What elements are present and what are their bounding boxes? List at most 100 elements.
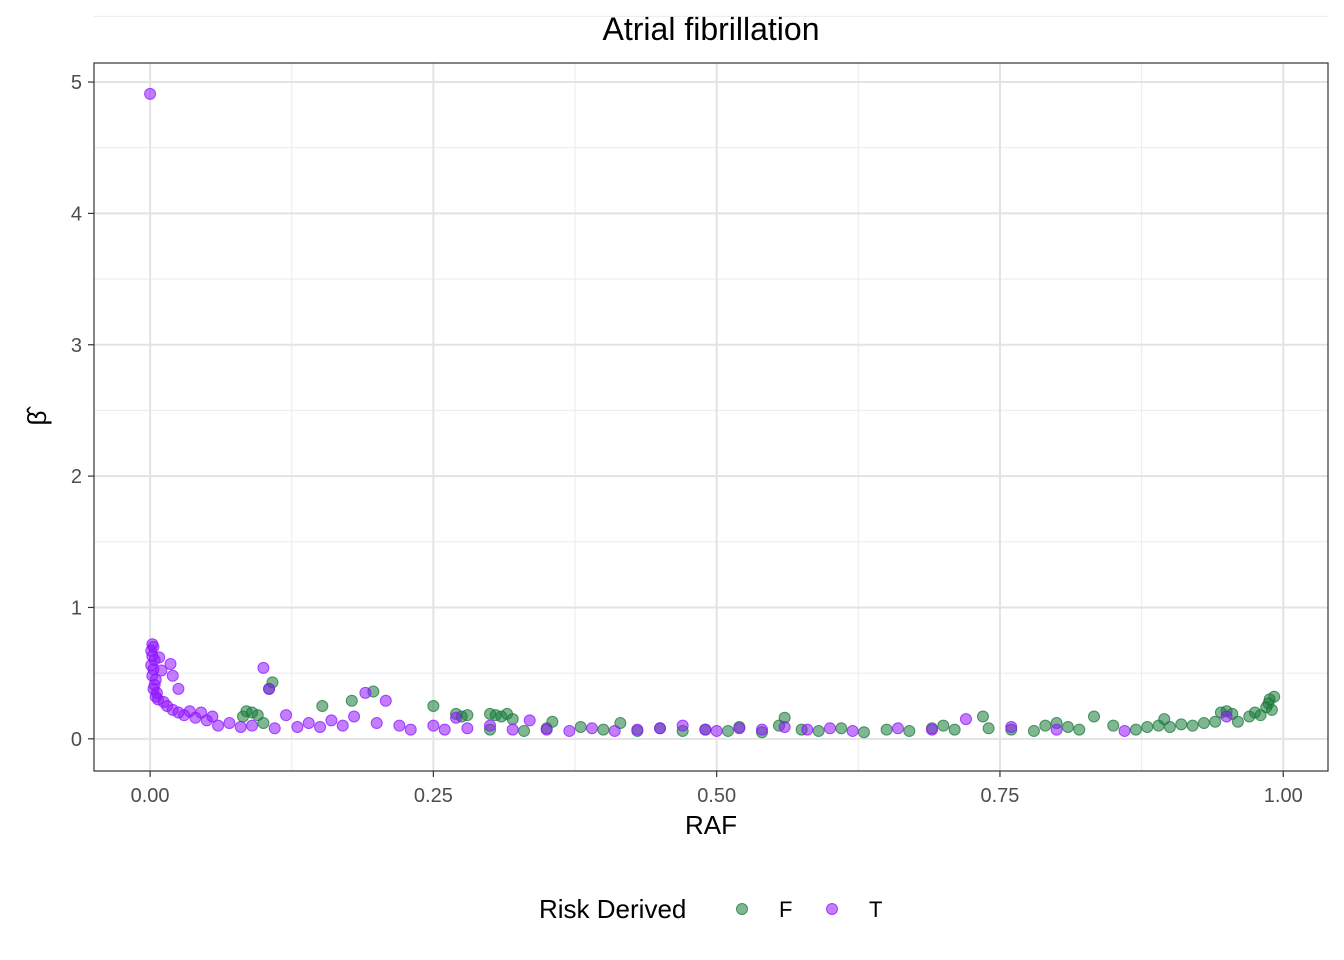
data-point-f xyxy=(506,713,519,726)
data-point-f xyxy=(1209,715,1222,728)
data-point-t xyxy=(506,723,519,736)
data-point-f xyxy=(1039,719,1052,732)
data-point-f xyxy=(345,694,358,707)
data-point-t xyxy=(348,710,361,723)
data-point-f xyxy=(1197,717,1210,730)
plot-panel xyxy=(94,63,1328,771)
data-point-f xyxy=(857,726,870,739)
data-point-t xyxy=(370,717,383,730)
grid-major xyxy=(94,63,1328,771)
data-point-t xyxy=(540,723,553,736)
data-point-f xyxy=(1073,723,1086,736)
data-point-t xyxy=(676,719,689,732)
data-point-f xyxy=(257,717,270,730)
data-point-f xyxy=(1107,719,1120,732)
data-point-t xyxy=(631,723,644,736)
data-point-f xyxy=(1061,721,1074,733)
grid-minor xyxy=(94,15,1328,771)
data-point-t xyxy=(801,723,814,736)
data-point-t xyxy=(846,724,859,737)
data-point-t xyxy=(608,724,621,737)
data-point-f xyxy=(812,724,825,737)
data-point-t xyxy=(164,657,177,670)
data-point-f xyxy=(722,724,734,737)
legend-swatch-f xyxy=(736,903,748,915)
data-point-t xyxy=(212,719,225,732)
data-point-t xyxy=(778,721,791,733)
y-tick-label: 5 xyxy=(71,72,82,94)
data-point-f xyxy=(461,709,474,722)
data-point-t xyxy=(393,719,406,732)
data-point-t xyxy=(144,87,157,100)
data-point-f xyxy=(1088,710,1100,723)
chart-title: Atrial fibrillation xyxy=(603,11,820,47)
data-point-t xyxy=(291,721,304,733)
data-point-t xyxy=(1005,721,1018,733)
data-point-t xyxy=(484,719,497,732)
data-point-t xyxy=(263,682,276,695)
data-point-f xyxy=(1141,721,1154,733)
data-point-f xyxy=(518,724,531,737)
data-point-f xyxy=(1027,724,1040,737)
x-axis-title: RAF xyxy=(685,810,737,840)
data-point-f xyxy=(1263,693,1276,706)
x-tick-label: 0.50 xyxy=(697,785,736,807)
data-point-f xyxy=(880,723,893,736)
x-tick-label: 1.00 xyxy=(1264,785,1303,807)
data-point-f xyxy=(1231,715,1244,728)
legend: Risk Derived F T xyxy=(539,894,882,924)
x-axis: 0.00 0.25 0.50 0.75 1.00 xyxy=(131,771,1303,807)
data-point-f xyxy=(1175,718,1188,731)
plot-border xyxy=(93,62,1329,772)
legend-label-f: F xyxy=(779,897,792,922)
data-point-t xyxy=(755,723,768,736)
y-axis-title: β̂ xyxy=(22,406,52,426)
data-point-t xyxy=(172,682,185,695)
data-point-t xyxy=(153,651,166,664)
data-point-t xyxy=(1220,710,1233,723)
data-point-f xyxy=(948,723,961,736)
y-axis: 0 1 2 3 4 5 xyxy=(71,72,94,751)
data-point-f xyxy=(237,710,250,723)
data-point-t xyxy=(1118,724,1131,737)
y-tick-label: 1 xyxy=(71,597,82,619)
data-point-f xyxy=(982,722,995,735)
data-point-f xyxy=(316,699,329,712)
data-point-t xyxy=(586,722,599,735)
data-point-t xyxy=(325,714,338,727)
data-point-f xyxy=(976,710,989,723)
data-points xyxy=(144,87,1281,739)
x-tick-label: 0.75 xyxy=(980,785,1019,807)
data-point-t xyxy=(710,724,723,737)
y-tick-label: 2 xyxy=(71,466,82,488)
data-point-t xyxy=(155,664,168,677)
data-point-t xyxy=(654,722,667,735)
data-point-t xyxy=(450,711,463,724)
data-point-t xyxy=(563,724,576,737)
data-point-f xyxy=(835,722,848,735)
legend-label-t: T xyxy=(869,897,882,922)
data-point-t xyxy=(959,713,972,726)
x-tick-label: 0.00 xyxy=(131,785,170,807)
data-point-t xyxy=(461,722,474,735)
data-point-t xyxy=(246,719,259,732)
y-tick-label: 0 xyxy=(71,729,82,751)
data-point-f xyxy=(1163,721,1176,733)
data-point-t xyxy=(314,721,327,733)
data-point-t xyxy=(359,686,372,699)
data-point-t xyxy=(404,723,417,736)
data-point-t xyxy=(336,719,349,732)
data-point-f xyxy=(937,719,950,732)
y-tick-label: 4 xyxy=(71,203,82,225)
data-point-f xyxy=(1265,703,1278,716)
data-point-t xyxy=(223,717,236,730)
data-point-f xyxy=(1129,723,1142,736)
data-point-t xyxy=(268,722,281,735)
data-point-t xyxy=(379,694,392,707)
data-point-t xyxy=(925,723,938,736)
data-point-f xyxy=(574,721,587,733)
data-point-t xyxy=(302,717,315,730)
data-point-t xyxy=(234,721,247,733)
data-point-t xyxy=(438,723,451,736)
